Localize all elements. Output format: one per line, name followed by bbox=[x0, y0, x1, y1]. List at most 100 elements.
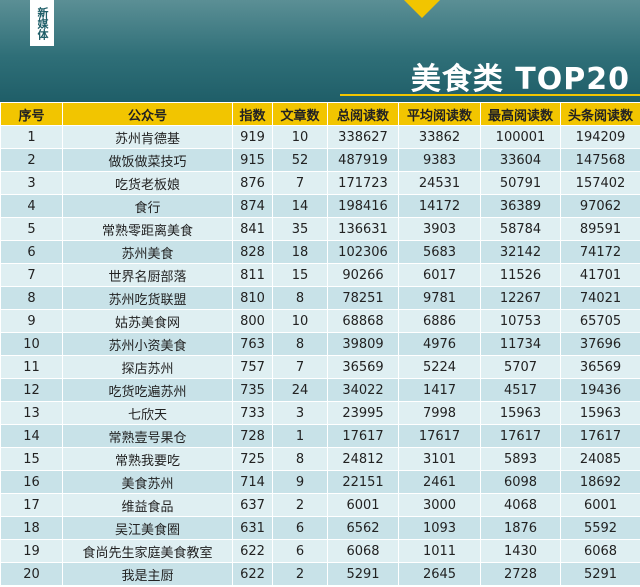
table-cell: 147568 bbox=[560, 148, 640, 172]
table-cell: 6017 bbox=[398, 263, 481, 287]
table-cell: 763 bbox=[232, 332, 273, 356]
table-cell: 2 bbox=[0, 148, 63, 172]
table-cell: 18 bbox=[272, 240, 328, 264]
table-cell: 11526 bbox=[480, 263, 561, 287]
tab-decoration bbox=[404, 0, 440, 18]
table-cell: 36569 bbox=[327, 355, 399, 379]
table-row: 5 常熟零距离美食 841 35 136631 3903 58784 89591 bbox=[0, 217, 640, 241]
table-row: 18 吴江美食圈 631 6 6562 1093 1876 5592 bbox=[0, 516, 640, 540]
table-cell: 37696 bbox=[560, 332, 640, 356]
table-cell: 美食苏州 bbox=[62, 470, 233, 494]
table-cell: 714 bbox=[232, 470, 273, 494]
table-cell: 6 bbox=[272, 516, 328, 540]
table-cell: 9 bbox=[272, 470, 328, 494]
table-cell: 20 bbox=[0, 562, 63, 586]
table-cell: 苏州肯德基 bbox=[62, 125, 233, 149]
table-cell: 1011 bbox=[398, 539, 481, 563]
table-cell: 苏州小资美食 bbox=[62, 332, 233, 356]
table-cell: 19 bbox=[0, 539, 63, 563]
table-cell: 5 bbox=[0, 217, 63, 241]
table-cell: 100001 bbox=[480, 125, 561, 149]
table-cell: 52 bbox=[272, 148, 328, 172]
table-cell: 8 bbox=[272, 286, 328, 310]
table-cell: 23995 bbox=[327, 401, 399, 425]
title-rule bbox=[340, 94, 640, 96]
table-cell: 14 bbox=[0, 424, 63, 448]
table-cell: 24812 bbox=[327, 447, 399, 471]
table-cell: 6562 bbox=[327, 516, 399, 540]
table-cell: 1 bbox=[0, 125, 63, 149]
table-cell: 1417 bbox=[398, 378, 481, 402]
table-cell: 3 bbox=[272, 401, 328, 425]
table-cell: 8 bbox=[272, 447, 328, 471]
table-cell: 194209 bbox=[560, 125, 640, 149]
table-cell: 10 bbox=[272, 309, 328, 333]
table-cell: 1 bbox=[272, 424, 328, 448]
table-row: 12 吃货吃遍苏州 735 24 34022 1417 4517 19436 bbox=[0, 378, 640, 402]
table-cell: 苏州美食 bbox=[62, 240, 233, 264]
table-cell: 15963 bbox=[480, 401, 561, 425]
table-cell: 157402 bbox=[560, 171, 640, 195]
table-cell: 3 bbox=[0, 171, 63, 195]
table-cell: 6 bbox=[272, 539, 328, 563]
table-row: 9 姑苏美食网 800 10 68868 6886 10753 65705 bbox=[0, 309, 640, 333]
table-cell: 5224 bbox=[398, 355, 481, 379]
table-row: 19 食尚先生家庭美食教室 622 6 6068 1011 1430 6068 bbox=[0, 539, 640, 563]
table-cell: 5893 bbox=[480, 447, 561, 471]
table-cell: 68868 bbox=[327, 309, 399, 333]
table-cell: 90266 bbox=[327, 263, 399, 287]
table-cell: 12267 bbox=[480, 286, 561, 310]
table-cell: 10 bbox=[272, 125, 328, 149]
table-row: 10 苏州小资美食 763 8 39809 4976 11734 37696 bbox=[0, 332, 640, 356]
table-cell: 常熟零距离美食 bbox=[62, 217, 233, 241]
table-cell: 735 bbox=[232, 378, 273, 402]
table-row: 15 常熟我要吃 725 8 24812 3101 5893 24085 bbox=[0, 447, 640, 471]
table-cell: 17617 bbox=[560, 424, 640, 448]
table-cell: 915 bbox=[232, 148, 273, 172]
table-cell: 常熟壹号果仓 bbox=[62, 424, 233, 448]
table-cell: 吃货老板娘 bbox=[62, 171, 233, 195]
table-cell: 吃货吃遍苏州 bbox=[62, 378, 233, 402]
table-cell: 5592 bbox=[560, 516, 640, 540]
table-row: 7 世界名厨部落 811 15 90266 6017 11526 41701 bbox=[0, 263, 640, 287]
table-cell: 14 bbox=[272, 194, 328, 218]
table-cell: 74172 bbox=[560, 240, 640, 264]
table-cell: 828 bbox=[232, 240, 273, 264]
table-cell: 24531 bbox=[398, 171, 481, 195]
table-cell: 18 bbox=[0, 516, 63, 540]
table-cell: 1876 bbox=[480, 516, 561, 540]
table-cell: 36569 bbox=[560, 355, 640, 379]
table-cell: 19436 bbox=[560, 378, 640, 402]
table-cell: 74021 bbox=[560, 286, 640, 310]
table-row: 20 我是主厨 622 2 5291 2645 2728 5291 bbox=[0, 562, 640, 586]
table-cell: 姑苏美食网 bbox=[62, 309, 233, 333]
table-cell: 5291 bbox=[327, 562, 399, 586]
table-cell: 89591 bbox=[560, 217, 640, 241]
table-cell: 做饭做菜技巧 bbox=[62, 148, 233, 172]
table-cell: 7998 bbox=[398, 401, 481, 425]
table-cell: 5683 bbox=[398, 240, 481, 264]
table-cell: 维益食品 bbox=[62, 493, 233, 517]
table-cell: 6068 bbox=[560, 539, 640, 563]
column-header: 平均阅读数 bbox=[398, 102, 481, 126]
table-cell: 食行 bbox=[62, 194, 233, 218]
table-cell: 12 bbox=[0, 378, 63, 402]
table-cell: 4976 bbox=[398, 332, 481, 356]
table-cell: 7 bbox=[272, 171, 328, 195]
table-cell: 世界名厨部落 bbox=[62, 263, 233, 287]
table-cell: 6886 bbox=[398, 309, 481, 333]
column-header: 总阅读数 bbox=[327, 102, 399, 126]
table-cell: 10753 bbox=[480, 309, 561, 333]
table-cell: 2461 bbox=[398, 470, 481, 494]
table-cell: 3000 bbox=[398, 493, 481, 517]
table-cell: 622 bbox=[232, 562, 273, 586]
table-row: 13 七欣天 733 3 23995 7998 15963 15963 bbox=[0, 401, 640, 425]
table-cell: 7 bbox=[0, 263, 63, 287]
table-cell: 6001 bbox=[560, 493, 640, 517]
table-cell: 2 bbox=[272, 562, 328, 586]
table-cell: 725 bbox=[232, 447, 273, 471]
table-cell: 7 bbox=[272, 355, 328, 379]
table-cell: 102306 bbox=[327, 240, 399, 264]
table-cell: 14172 bbox=[398, 194, 481, 218]
